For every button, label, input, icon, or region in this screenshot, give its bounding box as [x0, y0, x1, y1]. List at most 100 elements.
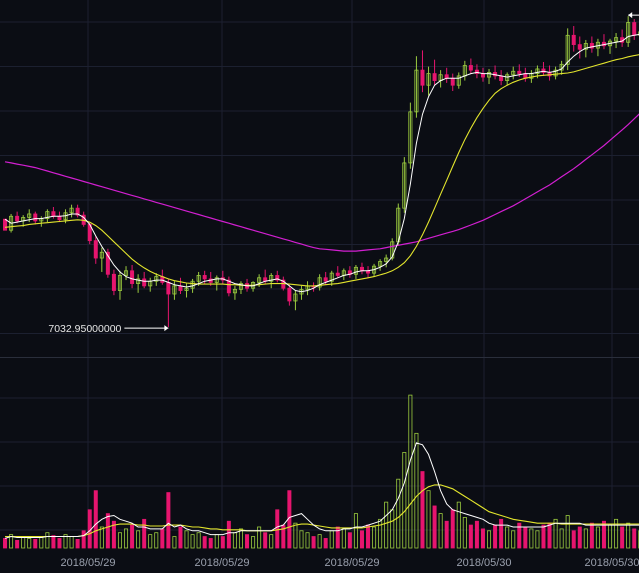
- candle-body[interactable]: [402, 162, 407, 209]
- candle-body[interactable]: [269, 275, 274, 282]
- volume-bar[interactable]: [9, 534, 14, 549]
- candle-body[interactable]: [45, 211, 50, 219]
- volume-bar[interactable]: [142, 518, 147, 549]
- volume-bar[interactable]: [468, 524, 473, 549]
- candle-body[interactable]: [487, 72, 492, 78]
- volume-bar[interactable]: [511, 530, 516, 549]
- candle-body[interactable]: [541, 68, 546, 73]
- candle-body[interactable]: [226, 279, 231, 294]
- candle-body[interactable]: [517, 70, 522, 74]
- volume-bar[interactable]: [226, 520, 231, 549]
- volume-bar[interactable]: [99, 526, 104, 549]
- volume-bar[interactable]: [263, 532, 268, 549]
- candle-body[interactable]: [408, 111, 413, 164]
- candle-body[interactable]: [378, 261, 383, 267]
- volume-bar[interactable]: [93, 490, 98, 549]
- volume-bar[interactable]: [305, 532, 310, 549]
- candle-body[interactable]: [293, 293, 298, 302]
- candle-body[interactable]: [142, 278, 147, 287]
- candle-body[interactable]: [202, 275, 207, 280]
- volume-bar[interactable]: [614, 518, 619, 549]
- volume-bar[interactable]: [541, 524, 546, 549]
- candle-body[interactable]: [450, 77, 455, 86]
- candle-body[interactable]: [414, 69, 419, 113]
- candle-body[interactable]: [154, 276, 159, 282]
- volume-bar[interactable]: [172, 536, 177, 549]
- volume-bar[interactable]: [487, 530, 492, 549]
- volume-bar[interactable]: [81, 530, 86, 549]
- volume-bar[interactable]: [148, 534, 153, 549]
- volume-bar[interactable]: [366, 524, 371, 549]
- volume-bar[interactable]: [553, 518, 558, 549]
- candle-body[interactable]: [33, 213, 38, 222]
- volume-bar[interactable]: [499, 518, 504, 549]
- candle-body[interactable]: [468, 65, 473, 71]
- volume-bar[interactable]: [63, 534, 68, 549]
- volume-bar[interactable]: [311, 536, 316, 549]
- volume-bar[interactable]: [166, 492, 171, 549]
- candle-body[interactable]: [505, 74, 510, 81]
- candle-body[interactable]: [57, 215, 62, 221]
- candle-body[interactable]: [287, 287, 292, 302]
- volume-bar[interactable]: [154, 532, 159, 549]
- volume-bar[interactable]: [571, 530, 576, 549]
- volume-bar[interactable]: [462, 517, 467, 549]
- volume-bar[interactable]: [474, 520, 479, 549]
- candle-body[interactable]: [420, 69, 425, 86]
- volume-bar[interactable]: [505, 526, 510, 549]
- volume-bar[interactable]: [632, 528, 637, 549]
- volume-bar[interactable]: [335, 526, 340, 549]
- volume-bar[interactable]: [57, 538, 62, 549]
- volume-bar[interactable]: [269, 534, 274, 549]
- candle-body[interactable]: [15, 215, 20, 222]
- candle-body[interactable]: [275, 275, 280, 281]
- candle-body[interactable]: [93, 240, 98, 259]
- candle-body[interactable]: [99, 251, 104, 259]
- volume-bar[interactable]: [402, 452, 407, 549]
- candle-body[interactable]: [117, 275, 122, 291]
- volume-bar[interactable]: [565, 515, 570, 549]
- volume-bar[interactable]: [529, 528, 534, 549]
- candle-body[interactable]: [317, 277, 322, 288]
- volume-bar[interactable]: [257, 526, 262, 549]
- candle-body[interactable]: [511, 70, 516, 76]
- volume-bar[interactable]: [196, 532, 201, 549]
- volume-bar[interactable]: [208, 538, 213, 549]
- volume-bar[interactable]: [27, 538, 32, 549]
- volume-bar[interactable]: [535, 530, 540, 549]
- candle-body[interactable]: [353, 266, 358, 275]
- candle-body[interactable]: [614, 37, 619, 42]
- candle-body[interactable]: [136, 278, 141, 284]
- volume-bar[interactable]: [117, 532, 122, 549]
- volume-bar[interactable]: [456, 501, 461, 549]
- candle-body[interactable]: [27, 213, 32, 218]
- volume-bar[interactable]: [347, 532, 352, 549]
- candle-body[interactable]: [75, 207, 80, 216]
- candle-body[interactable]: [432, 73, 437, 81]
- candle-body[interactable]: [323, 277, 328, 282]
- volume-bar[interactable]: [438, 513, 443, 549]
- volume-bar[interactable]: [323, 538, 328, 549]
- volume-bar[interactable]: [160, 528, 165, 549]
- volume-bar[interactable]: [317, 534, 322, 549]
- candle-body[interactable]: [390, 241, 395, 259]
- volume-bar[interactable]: [45, 532, 50, 549]
- candle-body[interactable]: [130, 270, 135, 284]
- volume-bar[interactable]: [426, 490, 431, 549]
- volume-bar[interactable]: [414, 432, 419, 549]
- volume-bar[interactable]: [378, 518, 383, 549]
- volume-bar[interactable]: [353, 513, 358, 549]
- candle-body[interactable]: [571, 34, 576, 45]
- volume-bar[interactable]: [111, 520, 116, 549]
- price-panel[interactable]: [3, 16, 639, 328]
- volume-bar[interactable]: [136, 530, 141, 549]
- volume-bar[interactable]: [184, 530, 189, 549]
- candle-body[interactable]: [426, 73, 431, 86]
- candle-body[interactable]: [359, 266, 364, 272]
- volume-bar[interactable]: [299, 530, 304, 549]
- volume-bar[interactable]: [408, 394, 413, 549]
- candle-body[interactable]: [384, 257, 389, 262]
- volume-bar[interactable]: [130, 524, 135, 549]
- candle-body[interactable]: [257, 277, 262, 283]
- volume-bar[interactable]: [15, 539, 20, 549]
